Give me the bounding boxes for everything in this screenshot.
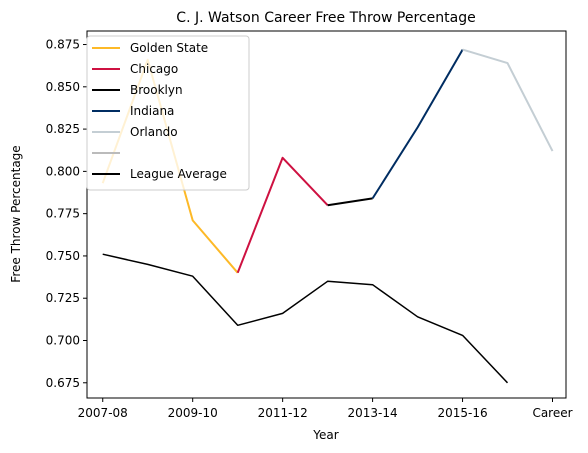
x-tick-label: 2015-16 — [437, 406, 487, 420]
legend-label-golden-state-0: Golden State — [130, 41, 208, 55]
y-axis-ticks: 0.675 0.700 0.725 0.750 0.775 0.800 0.825 0.850… — [46, 38, 87, 390]
y-tick-label: 0.850 — [46, 80, 80, 94]
plot-frame — [86, 30, 567, 399]
x-axis-ticks: 2007-08 2009-10 2011-12 2013-14 2015-16 Caree… — [78, 398, 573, 420]
series-line-chicago-1 — [236, 156, 329, 274]
x-tick-label: 2013-14 — [348, 406, 398, 420]
chart-title: C. J. Watson Career Free Throw Percentag… — [176, 10, 475, 26]
x-tick-label: 2009-10 — [168, 406, 218, 420]
x-axis-label: Year — [312, 428, 338, 442]
legend-label-chicago-1: Chicago — [130, 62, 178, 76]
y-tick-label: 0.725 — [46, 291, 80, 305]
y-tick-label: 0.750 — [46, 249, 80, 263]
legend-label-league-average-6: League Average — [130, 167, 227, 181]
y-tick-label: 0.700 — [46, 333, 80, 347]
legend-box — [86, 35, 250, 191]
x-tick-label: 2007-08 — [78, 406, 128, 420]
series-line-brooklyn-2 — [327, 197, 373, 207]
x-tick-label: Career — [532, 406, 572, 420]
y-tick-label: 0.675 — [46, 376, 80, 390]
series-line-league-average-6 — [102, 253, 509, 384]
y-axis-label: Free Throw Percentage — [9, 145, 23, 282]
legend-label-indiana-3: Indiana — [130, 104, 174, 118]
series-line-indiana-3 — [371, 49, 464, 199]
legend: Golden State Chicago Brooklyn Indiana Orland… — [86, 35, 250, 191]
series-line-orlando-4 — [462, 48, 554, 152]
y-tick-label: 0.775 — [46, 207, 80, 221]
x-tick-label: 2011-12 — [258, 406, 308, 420]
y-tick-label: 0.800 — [46, 164, 80, 178]
y-tick-label: 0.875 — [46, 38, 80, 52]
legend-label-brooklyn-2: Brooklyn — [130, 83, 183, 97]
y-tick-label: 0.825 — [46, 122, 80, 136]
legend-label-orlando-4: Orlando — [130, 125, 178, 139]
